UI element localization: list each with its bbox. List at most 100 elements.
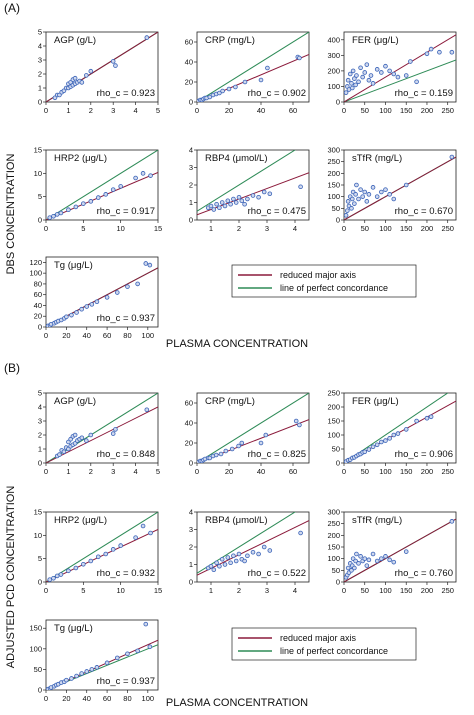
y-tick-label: 400 — [327, 35, 340, 44]
data-point — [214, 201, 219, 207]
rho-label: rho_c = 0.917 — [97, 206, 155, 217]
x-tick-label: 2 — [89, 467, 93, 476]
x-tick-label: 0 — [342, 106, 346, 115]
data-point — [223, 448, 229, 454]
data-point — [113, 427, 118, 432]
data-point — [261, 189, 267, 195]
rho-label: rho_c = 0.937 — [97, 313, 155, 324]
data-point — [374, 67, 380, 72]
data-point — [208, 203, 214, 209]
rho-label: rho_c = 0.825 — [248, 449, 306, 460]
x-tick-label: 4 — [134, 106, 138, 115]
rho-label: rho_c = 0.906 — [395, 449, 453, 460]
y-tick-label: 0 — [189, 578, 193, 587]
plot-frame — [343, 511, 457, 583]
data-point — [51, 575, 56, 581]
perfect-concordance-line — [344, 59, 456, 102]
data-point — [356, 196, 361, 202]
y-tick-label: 150 — [327, 417, 340, 426]
data-point — [211, 207, 217, 212]
data-point — [51, 213, 56, 219]
data-point — [81, 201, 86, 206]
data-point — [366, 192, 372, 197]
data-point — [217, 90, 222, 96]
y-tick-label: 100 — [327, 82, 340, 91]
x-tick-label: 150 — [400, 467, 413, 476]
data-point — [345, 77, 351, 83]
y-tick-label: 10 — [34, 169, 42, 178]
data-point — [245, 553, 250, 559]
data-point — [58, 210, 64, 216]
data-point — [64, 314, 69, 320]
data-point — [424, 51, 430, 57]
y-tick-label: 50 — [332, 445, 340, 454]
data-point — [414, 418, 419, 424]
x-tick-label: 250 — [441, 224, 454, 233]
plot-area — [46, 512, 158, 582]
x-tick-label: 150 — [400, 586, 413, 595]
data-point — [358, 554, 363, 559]
data-point — [207, 94, 213, 100]
subplot-title: AGP (g/L) — [54, 35, 96, 46]
data-point — [148, 173, 153, 178]
data-point — [219, 556, 225, 562]
subplot-title: RBP4 (μmol/L) — [205, 153, 268, 164]
x-tick-label: 5 — [156, 106, 160, 115]
y-tick-label: 250 — [327, 519, 340, 528]
y-tick-label: 2 — [189, 181, 193, 190]
x-tick-label: 0 — [342, 224, 346, 233]
data-point — [349, 81, 354, 86]
data-point — [213, 452, 219, 458]
data-point — [297, 422, 302, 428]
data-point — [383, 187, 388, 192]
y-tick-label: 5 — [38, 28, 42, 37]
data-point — [414, 79, 419, 85]
data-point — [379, 70, 384, 75]
data-point — [220, 88, 225, 94]
data-point — [147, 644, 153, 650]
y-tick-label: 0 — [189, 98, 193, 107]
x-tick-label: 4 — [293, 586, 297, 595]
x-tick-label: 100 — [379, 224, 392, 233]
x-tick-label: 200 — [421, 224, 434, 233]
plot-area — [344, 154, 456, 220]
data-point — [383, 63, 388, 69]
y-tick-label: 0 — [38, 686, 42, 695]
x-tick-label: 15 — [154, 586, 162, 595]
y-tick-label: 0 — [336, 216, 340, 225]
y-tick-label: 1 — [189, 198, 193, 207]
plot-area — [46, 393, 158, 463]
data-point — [364, 62, 370, 67]
x-tick-label: 100 — [142, 694, 155, 703]
data-point — [64, 677, 69, 683]
data-point — [211, 567, 217, 573]
x-tick-label: 20 — [225, 467, 233, 476]
data-point — [242, 201, 247, 207]
data-point — [345, 199, 351, 204]
data-point — [84, 304, 90, 309]
y-tick-label: 60 — [185, 399, 193, 408]
data-point — [233, 558, 239, 564]
subplot-5: 0 50 100 150 200 250 0 50 100 150 200 250 300 sTfR (m… — [327, 508, 457, 595]
x-tick-label: 150 — [400, 106, 413, 115]
y-tick-label: 2 — [189, 543, 193, 552]
data-point — [366, 447, 372, 452]
data-point — [222, 203, 228, 209]
data-point — [344, 213, 349, 218]
subplot-title: AGP (g/L) — [54, 396, 96, 407]
data-point — [391, 71, 397, 77]
data-point — [352, 76, 357, 81]
x-tick-label: 3 — [265, 224, 269, 233]
y-tick-label: 50 — [332, 204, 340, 213]
data-point — [104, 660, 110, 666]
plot-area — [46, 621, 158, 690]
y-tick-label: 200 — [327, 531, 340, 540]
y-tick-label: 100 — [29, 269, 42, 278]
y-tick-label: 0 — [189, 216, 193, 225]
data-point — [354, 182, 359, 188]
y-tick-label: 1 — [38, 445, 42, 454]
y-tick-label: 10 — [34, 531, 42, 540]
x-tick-label: 4 — [293, 224, 297, 233]
x-tick-label: 5 — [156, 467, 160, 476]
